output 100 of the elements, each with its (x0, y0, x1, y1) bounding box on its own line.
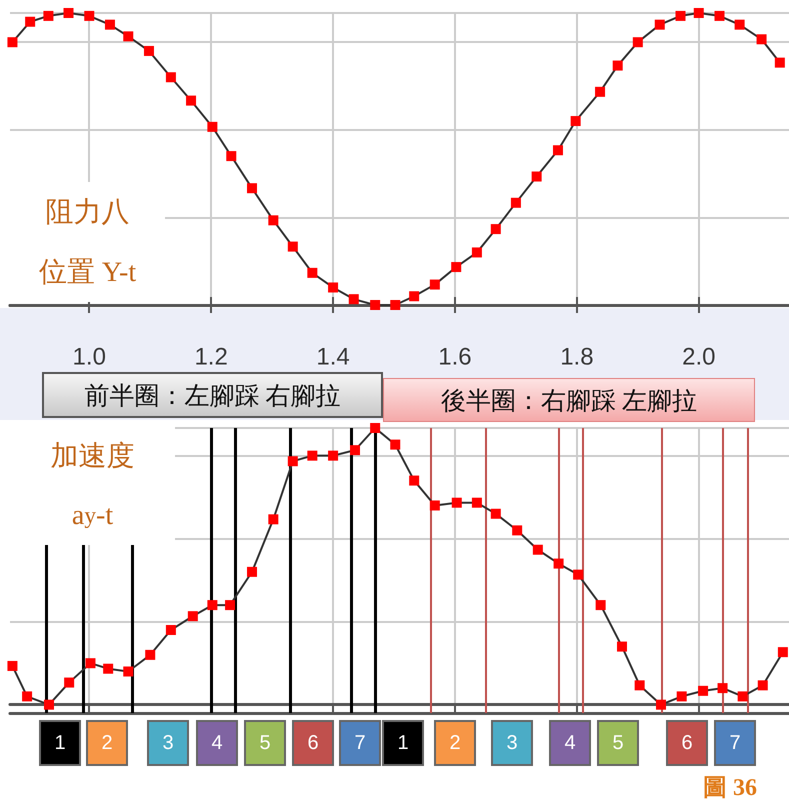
point (512, 525, 522, 536)
text: 4 (549, 720, 591, 766)
point (409, 291, 420, 302)
point (123, 31, 134, 42)
x-tick-label: 2.0 (682, 344, 716, 370)
point (676, 691, 687, 702)
point (145, 650, 156, 660)
point (103, 664, 114, 674)
point (612, 60, 623, 71)
point (370, 300, 380, 310)
text: 3 (491, 720, 533, 766)
text: 1 (382, 720, 424, 766)
point (756, 34, 767, 44)
point (532, 544, 543, 555)
x-tick-label: 1.6 (438, 344, 472, 370)
point (634, 680, 645, 690)
text: 4 (196, 720, 238, 766)
point (616, 642, 627, 652)
point (207, 122, 218, 132)
point (348, 294, 359, 304)
text: 5 (244, 720, 286, 766)
point (188, 611, 198, 622)
point (595, 86, 606, 97)
text: 7 (714, 720, 756, 766)
text: 6 (666, 720, 708, 766)
point (738, 691, 748, 702)
point (268, 215, 278, 226)
text: 2 (434, 720, 476, 766)
point (718, 683, 728, 694)
point (656, 700, 666, 710)
text: 2 (86, 720, 128, 766)
point (288, 242, 298, 252)
point (490, 224, 501, 234)
point (64, 8, 74, 18)
point (207, 600, 218, 610)
point (64, 678, 74, 688)
point (430, 280, 440, 290)
text: 1 (39, 720, 81, 766)
point (430, 500, 440, 510)
point (7, 37, 18, 48)
text: 6 (292, 720, 334, 766)
annotation: 阻力八 (10, 182, 165, 242)
point (186, 96, 196, 106)
point (676, 10, 686, 21)
point (490, 508, 501, 519)
point (328, 450, 338, 461)
x-tick-label: 1.8 (560, 344, 594, 370)
point (570, 116, 581, 126)
point (7, 660, 18, 671)
point (246, 566, 257, 577)
point (43, 10, 54, 21)
point (225, 600, 236, 610)
point (554, 558, 564, 569)
point (123, 666, 134, 676)
point (44, 700, 54, 710)
point (307, 450, 318, 461)
point (694, 8, 704, 18)
point (654, 20, 665, 30)
point (573, 570, 584, 580)
point (288, 456, 298, 466)
point (350, 445, 360, 456)
point (698, 686, 708, 696)
x-tick-label: 1.2 (194, 344, 228, 370)
point (596, 600, 606, 610)
point (452, 498, 462, 508)
point (84, 10, 94, 21)
annotation: 位置 Y-t (10, 242, 165, 302)
point (472, 498, 482, 508)
point (166, 624, 176, 635)
point (390, 300, 400, 310)
point (390, 440, 400, 450)
point (22, 691, 32, 702)
point (25, 16, 36, 27)
point (328, 282, 338, 292)
point (144, 46, 154, 56)
point (409, 476, 420, 486)
caption: 圖 36 (702, 774, 758, 802)
text: 3 (147, 720, 189, 766)
point (370, 423, 380, 433)
point (714, 10, 725, 21)
point (510, 198, 521, 208)
text: 5 (597, 720, 639, 766)
point (268, 514, 278, 524)
point (778, 647, 788, 658)
point (774, 58, 785, 68)
point (758, 680, 768, 690)
x-tick-label: 1.4 (316, 344, 350, 370)
point (532, 172, 542, 182)
point (104, 20, 115, 30)
point (734, 20, 745, 30)
point (166, 72, 176, 82)
point (307, 268, 318, 278)
point (552, 145, 563, 156)
point (472, 247, 482, 258)
point (632, 37, 643, 48)
point (451, 262, 462, 272)
point (85, 658, 96, 668)
point (246, 183, 257, 194)
point (226, 151, 236, 162)
text: 7 (339, 720, 381, 766)
